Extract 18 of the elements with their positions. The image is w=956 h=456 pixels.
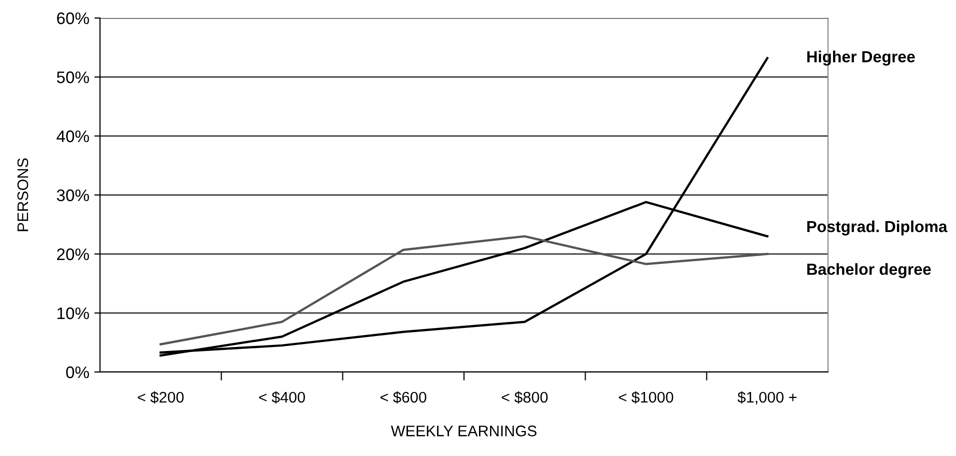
y-tick-label: 30% [56, 189, 89, 202]
y-tick-label: 0% [66, 366, 89, 378]
x-axis-title: WEEKLY EARNINGS [390, 426, 536, 436]
y-tick-label: 60% [57, 12, 89, 24]
y-tick-label: 40% [56, 130, 89, 142]
x-tick-label: < $400 [259, 391, 305, 404]
x-tick-label: < $200 [138, 391, 184, 404]
y-tick-label: 20% [57, 248, 89, 260]
y-tick-label: 10% [57, 307, 89, 320]
text: Higher Degree [807, 50, 915, 66]
y-axis-title: PERSONS [17, 158, 28, 232]
x-tick-label: < $600 [380, 391, 426, 404]
x-tick-label: < $1000 [618, 391, 674, 404]
text: Postgrad. Diploma [807, 220, 948, 236]
x-tick-label: $1,000 + [738, 391, 797, 404]
x-tick-label: < $800 [502, 391, 548, 404]
y-tick-label: 50% [56, 71, 89, 84]
text: Bachelor degree [807, 263, 931, 278]
